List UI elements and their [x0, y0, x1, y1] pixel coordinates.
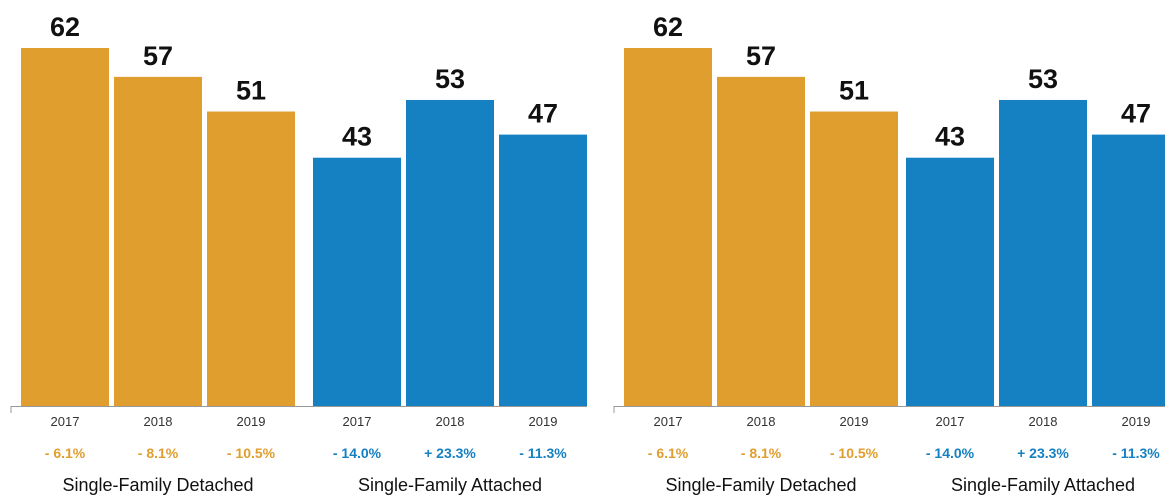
x-tick-label: 2018 [436, 414, 465, 429]
percent-change-label: - 8.1% [741, 445, 782, 461]
percent-change-label: - 10.5% [830, 445, 879, 461]
bar[interactable] [810, 111, 898, 407]
bar-value-label: 47 [528, 99, 558, 129]
percent-change-label: - 11.3% [519, 445, 567, 461]
bar[interactable] [313, 157, 401, 406]
bar-value-label: 51 [839, 76, 869, 106]
bar-value-label: 53 [1028, 64, 1058, 94]
bar-value-label: 43 [342, 122, 372, 152]
bar-value-label: 62 [50, 12, 80, 42]
bar-value-label: 57 [143, 41, 173, 71]
bar[interactable] [624, 48, 712, 406]
percent-change-label: - 6.1% [648, 445, 689, 461]
x-tick-label: 2018 [144, 414, 173, 429]
percent-change-label: - 8.1% [138, 445, 179, 461]
bar-value-label: 43 [935, 122, 965, 152]
group-label: Single-Family Attached [358, 475, 542, 495]
x-tick-label: 2019 [529, 414, 558, 429]
x-tick-label: 2019 [840, 414, 869, 429]
x-tick-label: 2017 [343, 414, 372, 429]
percent-change-label: - 14.0% [333, 445, 382, 461]
bar[interactable] [717, 76, 805, 406]
x-tick-label: 2018 [747, 414, 776, 429]
percent-change-label: - 10.5% [227, 445, 276, 461]
x-tick-label: 2017 [654, 414, 683, 429]
bar[interactable] [999, 99, 1087, 406]
bar[interactable] [1092, 134, 1165, 406]
percent-change-label: - 11.3% [1112, 445, 1160, 461]
bar-value-label: 51 [236, 76, 266, 106]
x-tick-label: 2019 [1122, 414, 1151, 429]
bar[interactable] [499, 134, 587, 406]
group-label: Single-Family Detached [62, 475, 253, 495]
bar[interactable] [906, 157, 994, 406]
bar-value-label: 53 [435, 64, 465, 94]
bar[interactable] [406, 99, 494, 406]
percent-change-label: + 23.3% [1017, 445, 1069, 461]
x-tick-label: 2017 [936, 414, 965, 429]
bar[interactable] [207, 111, 295, 407]
x-tick-label: 2017 [51, 414, 80, 429]
group-label: Single-Family Attached [951, 475, 1135, 495]
group-label: Single-Family Detached [665, 475, 856, 495]
bar[interactable] [114, 76, 202, 406]
percent-change-label: - 6.1% [45, 445, 86, 461]
percent-change-label: + 23.3% [424, 445, 476, 461]
x-tick-label: 2018 [1029, 414, 1058, 429]
percent-change-label: - 14.0% [926, 445, 975, 461]
bar-value-label: 62 [653, 12, 683, 42]
bar-value-label: 47 [1121, 99, 1151, 129]
bar-value-label: 57 [746, 41, 776, 71]
x-tick-label: 2019 [237, 414, 266, 429]
bar[interactable] [21, 48, 109, 406]
